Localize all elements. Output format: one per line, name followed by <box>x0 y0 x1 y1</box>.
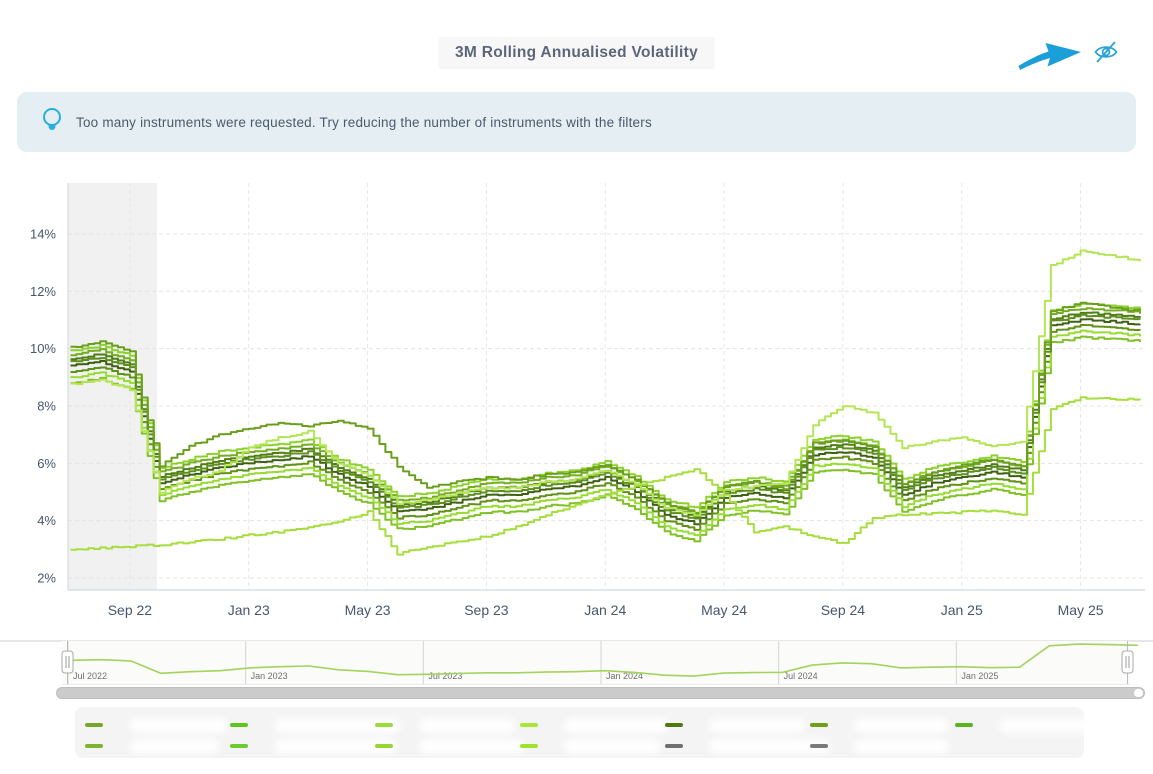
legend-label-redacted <box>999 717 1106 733</box>
x-axis-tick-label: Sep 22 <box>108 602 153 618</box>
legend-color-dash <box>230 723 248 727</box>
annotation-arrow-icon <box>1018 43 1081 70</box>
navigator-date-label: Jul 2023 <box>428 671 462 681</box>
y-axis-tick-label: 8% <box>37 398 56 413</box>
legend-color-dash <box>665 744 683 748</box>
hide-instruments-button[interactable] <box>1090 36 1122 68</box>
scrollbar-end-cap <box>1134 689 1143 697</box>
info-banner: Too many instruments were requested. Try… <box>17 92 1136 152</box>
navigator-area[interactable] <box>62 641 1130 684</box>
legend-item[interactable] <box>810 738 949 754</box>
legend-item[interactable] <box>810 717 948 733</box>
navigator-date-label: Jul 2022 <box>73 671 107 681</box>
legend-item[interactable] <box>85 717 228 733</box>
series-lines <box>70 249 1141 556</box>
x-axis-tick-label: May 24 <box>701 602 747 618</box>
legend-label-redacted <box>564 738 661 754</box>
legend-color-dash <box>810 744 828 748</box>
legend-color-dash <box>375 723 393 727</box>
x-axis-tick-label: Jan 25 <box>941 602 983 618</box>
legend-label-redacted <box>854 738 949 754</box>
y-axis-labels: 2% 4% 6% 8% 10% 12% 14% <box>30 226 56 585</box>
top-right-controls <box>1018 36 1138 74</box>
legend-color-dash <box>520 723 538 727</box>
legend-label-redacted <box>129 738 219 754</box>
legend-label-redacted <box>274 717 401 733</box>
navigator-left-handle[interactable] <box>61 650 74 674</box>
legend-color-dash <box>85 723 103 727</box>
chart-scrollbar[interactable] <box>56 687 1145 699</box>
chart-title: 3M Rolling Annualised Volatility <box>438 37 715 69</box>
series-line[interactable] <box>70 396 1141 556</box>
banner-message: Too many instruments were requested. Try… <box>76 114 652 130</box>
legend-label-redacted <box>129 717 228 733</box>
series-line[interactable] <box>70 249 1141 517</box>
x-axis-tick-label: Sep 23 <box>464 602 509 618</box>
legend-item[interactable] <box>520 717 669 733</box>
legend-color-dash <box>955 723 973 727</box>
chart-legend <box>75 707 1106 758</box>
y-axis-tick-label: 14% <box>30 226 56 241</box>
series-line[interactable] <box>70 318 1141 526</box>
legend-item[interactable] <box>230 738 397 754</box>
legend-color-dash <box>230 744 248 748</box>
legend-item[interactable] <box>375 738 525 754</box>
legend-label-redacted <box>274 738 397 754</box>
navigator-series-line <box>71 643 1139 677</box>
y-axis-tick-label: 6% <box>37 456 56 471</box>
y-axis-tick-label: 2% <box>37 571 56 586</box>
series-line[interactable] <box>70 313 1141 520</box>
legend-color-dash <box>810 723 828 727</box>
plotband-warmup <box>68 183 157 590</box>
x-axis-tick-label: Jan 23 <box>228 602 270 618</box>
legend-item[interactable] <box>665 738 830 754</box>
legend-label-redacted <box>709 717 806 733</box>
y-axis-tick-label: 4% <box>37 513 56 528</box>
lightbulb-icon <box>40 106 64 139</box>
y-axis-tick-label: 12% <box>30 284 56 299</box>
navigator-date-label: Jan 2024 <box>606 671 643 681</box>
series-line[interactable] <box>70 329 1141 537</box>
legend-color-dash <box>85 744 103 748</box>
chart-title-text: 3M Rolling Annualised Volatility <box>455 44 698 61</box>
navigator-date-label: Jan 2025 <box>961 671 998 681</box>
chart-navigator[interactable]: Jul 2022 Jan 2023 Jul 2023 Jan 2024 Jul 2024… <box>0 636 1153 686</box>
legend-label-redacted <box>419 738 525 754</box>
legend-item[interactable] <box>955 717 1106 733</box>
legend-color-dash <box>665 723 683 727</box>
gridlines <box>68 183 1145 590</box>
legend-item[interactable] <box>375 717 515 733</box>
x-axis-tick-label: Sep 24 <box>821 602 866 618</box>
legend-label-redacted <box>854 717 948 733</box>
legend-color-dash <box>520 744 538 748</box>
eye-off-icon <box>1094 41 1118 63</box>
series-line[interactable] <box>70 324 1141 531</box>
legend-label-redacted <box>419 717 515 733</box>
legend-label-redacted <box>709 738 830 754</box>
y-axis-tick-label: 10% <box>30 341 56 356</box>
x-axis-labels: Sep 22 Jan 23 May 23 Sep 23 Jan 24 May 24 Sep … <box>108 602 1104 618</box>
navigator-right-handle[interactable] <box>1121 650 1134 674</box>
navigator-date-label: Jul 2024 <box>784 671 818 681</box>
x-axis-tick-label: May 25 <box>1058 602 1104 618</box>
legend-item[interactable] <box>665 717 806 733</box>
legend-item[interactable] <box>230 717 401 733</box>
series-line[interactable] <box>70 301 1141 515</box>
legend-label-redacted <box>564 717 669 733</box>
x-axis-tick-label: Jan 24 <box>584 602 626 618</box>
legend-item[interactable] <box>85 738 219 754</box>
legend-item[interactable] <box>520 738 661 754</box>
x-axis-tick-label: May 23 <box>345 602 391 618</box>
navigator-date-label: Jan 2023 <box>251 671 288 681</box>
volatility-line-chart[interactable]: 2%4%6%8%10%12%14%Sep 22 Jan 23 May 23 Sep 2… <box>0 170 1153 636</box>
legend-color-dash <box>375 744 393 748</box>
